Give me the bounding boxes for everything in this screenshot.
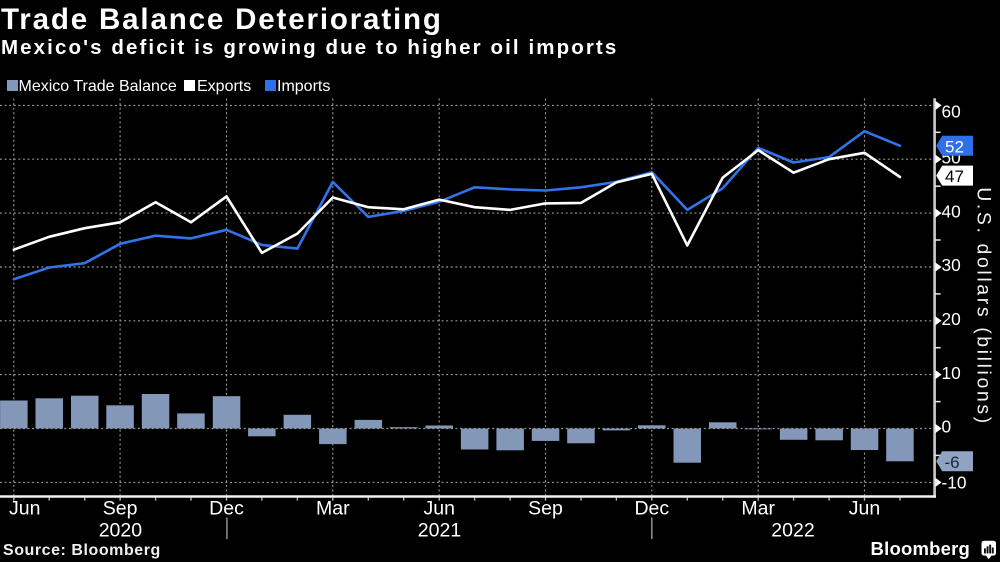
svg-text:2020: 2020	[99, 520, 143, 542]
svg-text:52: 52	[945, 137, 964, 156]
svg-text:Dec: Dec	[209, 498, 244, 520]
svg-text:Jun: Jun	[849, 498, 880, 520]
svg-text:Sep: Sep	[103, 498, 138, 520]
svg-text:60: 60	[942, 102, 961, 122]
svg-text:2021: 2021	[418, 520, 461, 542]
svg-text:Jun: Jun	[9, 498, 40, 520]
svg-text:-6: -6	[945, 453, 960, 472]
svg-text:-10: -10	[942, 472, 967, 492]
svg-text:Mar: Mar	[316, 498, 350, 520]
svg-text:Dec: Dec	[634, 498, 669, 520]
svg-text:47: 47	[945, 167, 964, 186]
svg-text:20: 20	[942, 309, 961, 329]
svg-text:40: 40	[942, 201, 961, 221]
svg-text:Mar: Mar	[741, 498, 775, 520]
svg-text:U.S. dollars (billions): U.S. dollars (billions)	[973, 187, 995, 426]
svg-text:Jun: Jun	[423, 498, 454, 520]
svg-text:30: 30	[942, 255, 961, 275]
svg-text:2022: 2022	[771, 520, 814, 542]
svg-text:10: 10	[942, 363, 961, 383]
svg-text:0: 0	[942, 417, 952, 437]
svg-text:Sep: Sep	[528, 498, 563, 520]
